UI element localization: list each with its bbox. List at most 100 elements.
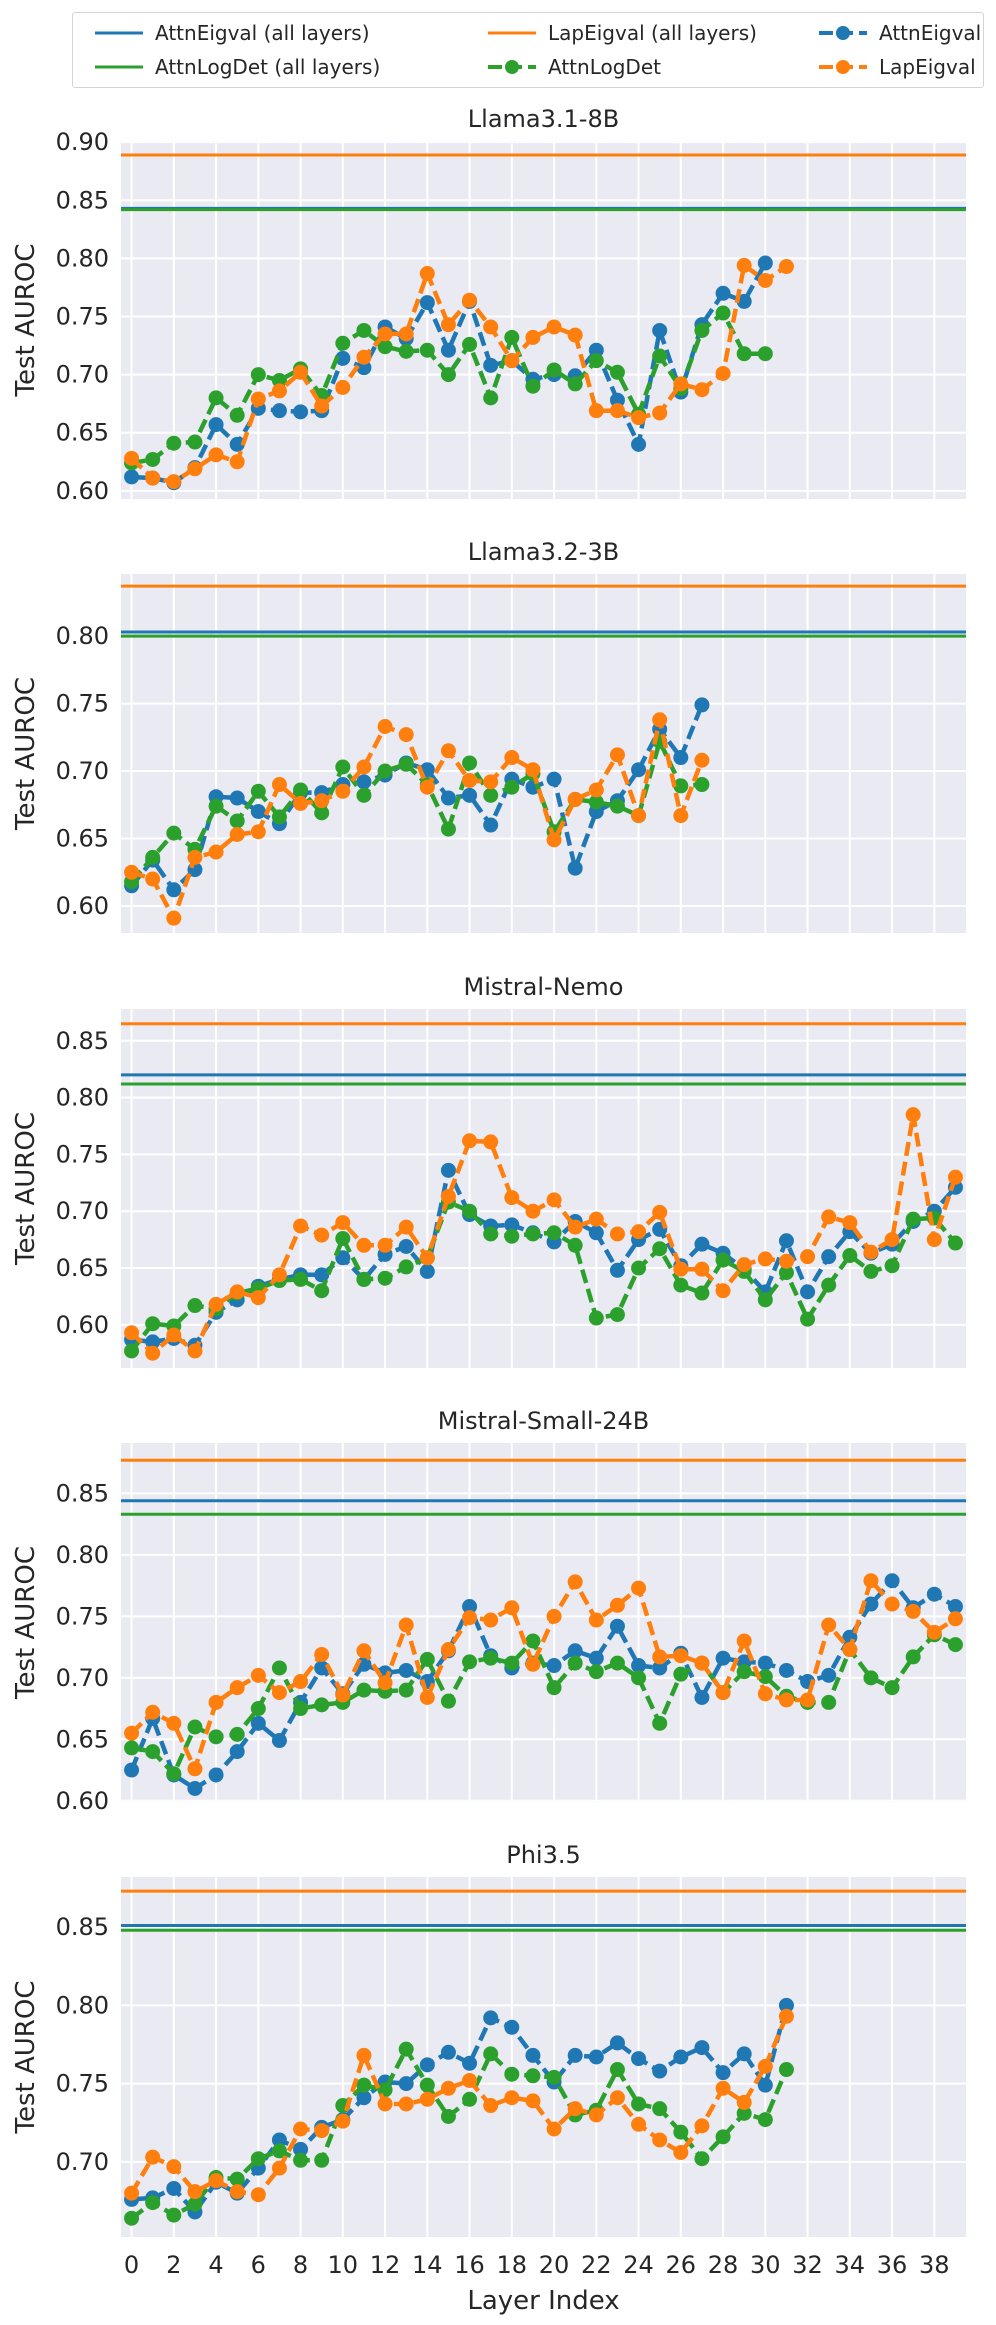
data-point-lapeigval — [166, 910, 182, 926]
data-point-lapeigval — [842, 1642, 858, 1658]
data-point-attnlogdet — [546, 1225, 562, 1241]
data-point-lapeigval — [271, 1685, 287, 1701]
x-axis-label: Layer Index — [467, 2286, 619, 2316]
data-point-lapeigval — [588, 2107, 604, 2123]
data-point-lapeigval — [145, 1345, 161, 1361]
data-point-attnlogdet — [124, 1343, 140, 1359]
x-tick-label: 20 — [539, 2251, 570, 2279]
data-point-attnlogdet — [694, 1285, 710, 1301]
legend-item-attneigval-all: AttnEigval (all layers) — [95, 21, 370, 45]
data-point-attneigval — [652, 2063, 668, 2079]
data-point-attneigval — [483, 357, 499, 373]
data-point-lapeigval — [546, 319, 562, 335]
data-point-lapeigval — [187, 1761, 203, 1777]
data-point-lapeigval — [271, 383, 287, 399]
data-point-attneigval — [440, 790, 456, 806]
data-point-lapeigval — [293, 1674, 309, 1690]
data-point-lapeigval — [588, 782, 604, 798]
data-point-lapeigval — [525, 1656, 541, 1672]
data-point-lapeigval — [483, 1134, 499, 1150]
x-tick-label: 10 — [328, 2251, 359, 2279]
subplot-title: Llama3.2-3B — [468, 538, 619, 566]
legend-dashed-marker-icon — [488, 60, 536, 74]
data-point-lapeigval — [440, 1642, 456, 1658]
data-point-lapeigval — [398, 727, 414, 743]
data-point-attneigval — [736, 2046, 752, 2062]
data-point-lapeigval — [483, 774, 499, 790]
legend-item-attnlogdet: AttnLogDet — [488, 55, 661, 79]
data-point-attnlogdet — [525, 2068, 541, 2084]
data-point-lapeigval — [483, 2098, 499, 2114]
series-line-attneigval — [129, 1578, 957, 1791]
data-point-lapeigval — [525, 329, 541, 345]
data-point-attnlogdet — [736, 1664, 752, 1680]
data-point-lapeigval — [208, 1694, 224, 1710]
data-point-attnlogdet — [483, 1226, 499, 1242]
y-tick-label: 0.65 — [56, 1725, 109, 1753]
data-point-attnlogdet — [293, 1701, 309, 1717]
data-point-attnlogdet — [504, 1655, 520, 1671]
legend: AttnEigval (all layers) LapEigval (all l… — [72, 12, 984, 88]
data-point-lapeigval — [377, 1237, 393, 1253]
data-point-lapeigval — [145, 1704, 161, 1720]
data-point-attnlogdet — [229, 2171, 245, 2187]
data-point-lapeigval — [821, 1617, 837, 1633]
data-point-lapeigval — [462, 292, 478, 308]
data-point-attnlogdet — [504, 779, 520, 795]
y-tick-label: 0.65 — [56, 825, 109, 853]
y-tick-label: 0.75 — [56, 2070, 109, 2098]
data-point-lapeigval — [631, 2116, 647, 2132]
legend-dashed-marker-icon — [819, 60, 867, 74]
data-point-attnlogdet — [504, 1228, 520, 1244]
data-point-attneigval — [609, 1262, 625, 1278]
data-point-lapeigval — [926, 1232, 942, 1248]
data-point-attneigval — [462, 787, 478, 803]
data-point-attneigval — [778, 1233, 794, 1249]
data-point-lapeigval — [800, 1249, 816, 1265]
data-point-attnlogdet — [314, 805, 330, 821]
data-point-lapeigval — [609, 1226, 625, 1242]
data-point-lapeigval — [715, 1685, 731, 1701]
data-point-attnlogdet — [398, 343, 414, 359]
data-point-lapeigval — [398, 1219, 414, 1235]
data-point-attnlogdet — [800, 1311, 816, 1327]
data-point-lapeigval — [926, 1624, 942, 1640]
y-tick-label: 0.80 — [56, 244, 109, 272]
data-point-attnlogdet — [356, 787, 372, 803]
y-tick-label: 0.85 — [56, 1027, 109, 1055]
data-point-lapeigval — [778, 259, 794, 275]
data-point-attnlogdet — [525, 378, 541, 394]
data-point-lapeigval — [419, 779, 435, 795]
data-point-lapeigval — [356, 2047, 372, 2063]
data-point-attneigval — [631, 1658, 647, 1674]
data-point-lapeigval — [673, 808, 689, 824]
y-tick-label: 0.80 — [56, 622, 109, 650]
data-point-attnlogdet — [884, 1680, 900, 1696]
data-point-lapeigval — [504, 353, 520, 369]
data-point-lapeigval — [314, 398, 330, 414]
data-point-lapeigval — [187, 461, 203, 477]
y-tick-label: 0.70 — [56, 1197, 109, 1225]
data-point-attneigval — [419, 2057, 435, 2073]
data-point-attneigval — [694, 1689, 710, 1705]
x-tick-label: 14 — [412, 2251, 443, 2279]
legend-item-attneigval: AttnEigval — [819, 21, 981, 45]
data-point-attnlogdet — [166, 1766, 182, 1782]
data-point-attnlogdet — [863, 1263, 879, 1279]
y-tick-label: 0.75 — [56, 303, 109, 331]
data-point-attneigval — [440, 342, 456, 358]
data-point-lapeigval — [145, 2149, 161, 2165]
data-point-lapeigval — [335, 1687, 351, 1703]
data-point-lapeigval — [525, 1203, 541, 1219]
data-point-lapeigval — [715, 2080, 731, 2096]
data-point-attnlogdet — [335, 1230, 351, 1246]
data-point-lapeigval — [800, 1692, 816, 1708]
x-tick-label: 34 — [835, 2251, 866, 2279]
data-point-attneigval — [631, 2051, 647, 2067]
data-point-attnlogdet — [483, 2046, 499, 2062]
data-point-attnlogdet — [715, 2129, 731, 2145]
data-point-lapeigval — [166, 1327, 182, 1343]
data-point-attneigval — [757, 1655, 773, 1671]
data-point-lapeigval — [187, 849, 203, 865]
y-axis-label: Test AUROC — [11, 677, 41, 831]
